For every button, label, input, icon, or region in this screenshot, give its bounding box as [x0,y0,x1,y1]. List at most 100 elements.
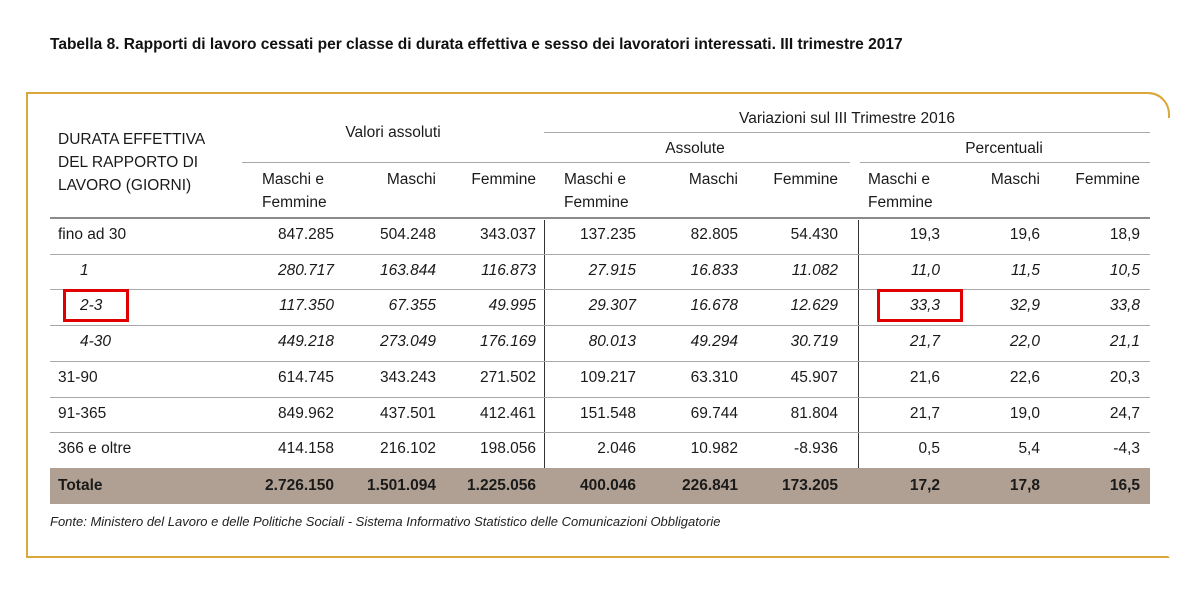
table-cell: 18,9 [1109,226,1140,243]
group-variazioni: Variazioni sul III Trimestre 2016 [739,110,955,127]
table-cell: 24,7 [1109,404,1140,422]
row-divider [50,289,1150,290]
table-cell: 849.962 [277,404,334,422]
table-cell: 12.629 [790,297,838,315]
table-cell: 163.844 [379,261,436,279]
table-cell: 216.102 [379,440,436,458]
total-cell: 226.841 [681,477,738,494]
table-cell: 22,6 [1009,368,1040,386]
table-cell: 151.548 [579,404,636,422]
table-cell: 10,5 [1109,261,1140,279]
row-label: 91-365 [58,404,107,422]
table-cell: 176.169 [479,333,536,351]
row-divider [50,325,1150,326]
total-cell: 1.225.056 [467,477,536,494]
table-cell: 2.046 [597,440,636,458]
table-cell: 63.310 [690,368,738,386]
row-divider [50,254,1150,255]
table-cell: 81.804 [790,404,838,422]
header-bottom-rule [50,217,1150,219]
total-cell: 1.501.094 [367,477,436,494]
table-cell: 343.037 [479,226,536,243]
column-header-5-line-1: Maschi [688,171,738,188]
table-cell: 271.502 [479,368,536,386]
table-cell: 412.461 [479,404,536,422]
header-rule-variazioni [544,132,1150,133]
source-note: Fonte: Ministero del Lavoro e delle Poli… [50,514,721,529]
column-header-2-line-1: Maschi [386,171,436,188]
column-header-4-line-1: Maschi e [564,171,627,188]
column-header-9-line-1: Femmine [1075,171,1140,188]
total-cell: 400.046 [579,477,636,494]
total-label: Totale [58,477,103,494]
column-header-8-line-1: Maschi [990,171,1040,188]
column-header-7-line-1: Maschi e [868,171,931,188]
table-cell: 19,6 [1009,226,1040,243]
table-cell: 414.158 [277,440,334,458]
column-header-1-line-1: Maschi e [262,171,325,188]
column-header-1-line-2: Femmine [262,194,327,211]
total-cell: 17,8 [1009,477,1040,494]
table-cell: 80.013 [588,333,636,351]
table-cell: 109.217 [579,368,636,386]
total-cell: 2.726.150 [265,477,334,494]
table-cell: 16.678 [690,297,738,315]
header-rule-valori [242,162,544,163]
row-label: 4-30 [80,333,112,351]
table-cell: 30.719 [790,333,838,351]
column-header-4-line-2: Femmine [564,194,629,211]
column-header-3-line-1: Femmine [471,171,536,188]
table-cell: 847.285 [277,226,334,243]
table-cell: 27.915 [588,261,636,279]
table-cell: 137.235 [579,226,636,243]
table-cell: 343.243 [379,368,436,386]
table-cell: 437.501 [379,404,436,422]
total-row-background [50,468,1150,504]
table-cell: 32,9 [1009,297,1040,315]
table-cell: 54.430 [790,226,838,243]
table-cell: 21,6 [909,368,940,386]
total-cell: 16,5 [1109,477,1140,494]
table-title: Tabella 8. Rapporti di lavoro cessati pe… [50,36,903,53]
table-cell: 614.745 [277,368,334,386]
table-cell: 21,1 [1109,333,1140,351]
row-label: 2-3 [80,297,103,315]
table-cell: 273.049 [379,333,436,351]
highlight-box-2-3-label [63,289,129,322]
table-cell: 116.873 [481,261,536,279]
table-cell: 11,0 [910,261,940,279]
table-cell: 10.982 [690,440,738,458]
group-percentuali: Percentuali [965,140,1043,157]
table-cell: -8.936 [794,440,838,458]
table-cell: -4,3 [1113,440,1140,458]
table-cell: 16.833 [690,261,738,279]
table-cell: 69.744 [690,404,738,422]
group-assolute: Assolute [665,140,725,157]
highlight-box-2-3-percent [877,289,963,322]
stub-header-line-2: DEL RAPPORTO DI [58,154,199,171]
header-rule-percentuali [860,162,1150,163]
row-divider [50,397,1150,398]
table-cell: 45.907 [790,368,838,386]
table-cell: 29.307 [588,297,636,315]
table-cell: 49.294 [690,333,738,351]
row-divider [50,361,1150,362]
table-cell: 11,5 [1010,261,1040,279]
table-cell: 19,3 [909,226,940,243]
table-cell: 49.995 [488,297,536,315]
table-cell: 20,3 [1109,368,1140,386]
table-cell: 67.355 [388,297,436,315]
row-label: 1 [80,261,89,279]
row-label: 366 e oltre [58,440,132,458]
table-cell: 21,7 [909,333,940,351]
total-cell: 17,2 [909,477,940,494]
table-cell: 0,5 [918,440,940,458]
table-cell: 82.805 [690,226,738,243]
table-cell: 449.218 [277,333,334,351]
table-cell: 19,0 [1009,404,1040,422]
row-label: fino ad 30 [58,226,127,243]
table-cell: 11.082 [791,261,838,279]
column-separator-2 [858,220,859,468]
table-cell: 21,7 [909,404,940,422]
row-label: 31-90 [58,368,98,386]
